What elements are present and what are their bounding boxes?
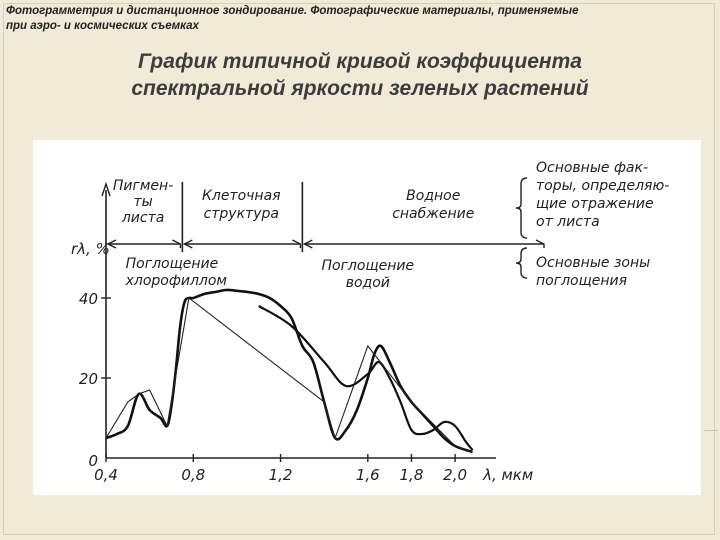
y-tick-label: 0 [88, 452, 98, 470]
band-label-1-line-1: структура [204, 206, 279, 222]
header-line-1: Фотограмметрия и дистанционное зондирова… [6, 5, 579, 17]
x-tick-label: 0,4 [94, 466, 118, 484]
x-tick-label: 1,8 [400, 466, 424, 484]
band-arrow-cells-head-left [182, 239, 193, 249]
band-label-0-line-0: Пигмен- [113, 178, 173, 194]
legend-label-1-line-0: Основные зоны [536, 255, 650, 271]
band-label-4-line-0: Поглощение [321, 258, 414, 274]
x-tick-label: 1,6 [356, 466, 380, 484]
envelope-line [105, 297, 473, 453]
band-label-3-line-0: Поглощение [126, 256, 219, 272]
x-tick-label: 1,2 [269, 466, 293, 484]
x-tick-label: 2,0 [443, 466, 467, 484]
series-line-1 [258, 305, 474, 451]
band-arrow-pigments-head-left [106, 239, 117, 249]
band-arrow-pigments-head-right [172, 239, 182, 248]
band-label-0-line-2: листа [121, 210, 164, 226]
decorative-line [704, 430, 718, 431]
band-label-2-line-1: снабжение [392, 206, 474, 222]
y-axis-arrow [101, 181, 111, 197]
band-label-0-line-1: ты [133, 194, 152, 210]
legend-brace-1 [515, 247, 528, 279]
band-arrow-water-head-left [302, 239, 313, 249]
header-line-2: при аэро- и космических съемках [6, 20, 199, 32]
band-label-4-line-1: водой [346, 275, 390, 291]
legend-label-0-line-1: торы, определяю- [536, 178, 669, 194]
slide-header: Фотограмметрия и дистанционное зондирова… [6, 4, 706, 34]
band-arrow-water-head-right [535, 239, 545, 248]
x-axis-label: λ, мкм [482, 466, 533, 484]
chart-container: rλ, % Пигмен-ты листа Клеточная структура Во… [33, 140, 701, 495]
slide-frame [3, 3, 715, 535]
title-line-1: График типичной кривой коэффициента [138, 50, 582, 73]
y-axis-label: rλ, % [71, 240, 110, 258]
y-tick-label: 20 [79, 370, 98, 388]
title-line-2: спектральной яркости зеленых растений [131, 77, 589, 100]
x-tick-label: 0,8 [181, 466, 205, 484]
series-line-0 [105, 288, 473, 454]
legend-label-0-line-2: щие отражение [536, 196, 654, 212]
legend-label-1-line-1: поглощения [536, 273, 627, 289]
band-arrow-cells-head-right [292, 239, 302, 248]
legend-brace-0 [515, 177, 528, 239]
band-label-3-line-1: хлорофиллом [125, 273, 228, 289]
band-label-1-line-0: Клеточная [202, 188, 281, 204]
band-label-2-line-0: Водное [406, 188, 460, 204]
legend-label-0-line-3: от листа [536, 214, 600, 230]
legend-label-0-line-0: Основные фак- [536, 160, 648, 176]
slide-title: График типичной кривой коэффициента спек… [60, 48, 660, 102]
y-tick-label: 40 [79, 290, 98, 308]
